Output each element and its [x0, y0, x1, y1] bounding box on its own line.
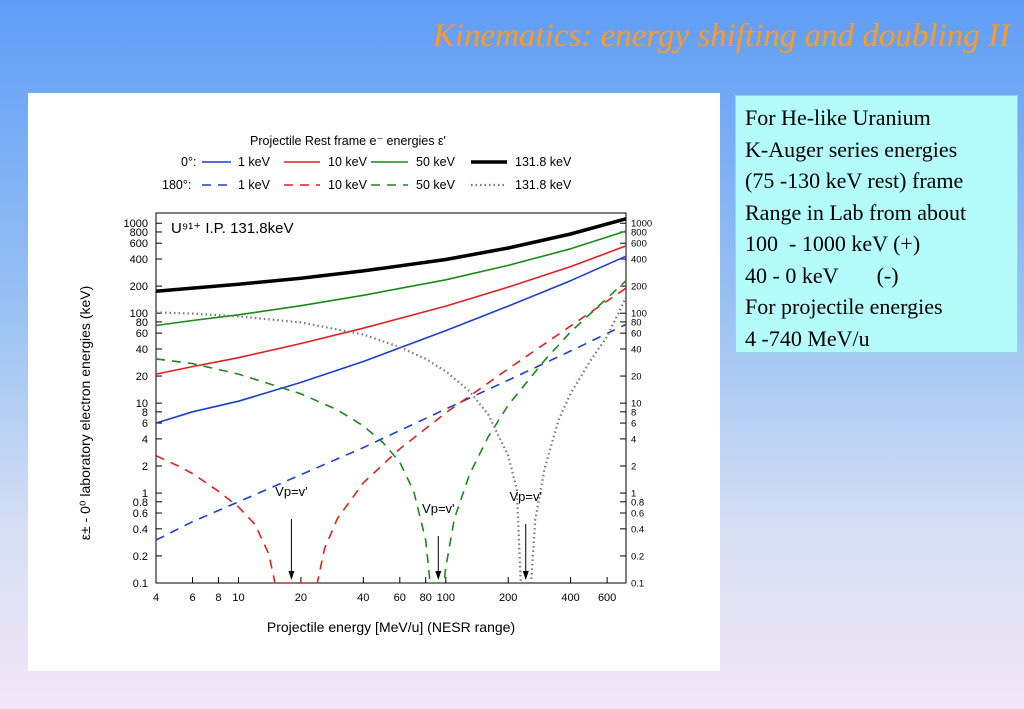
y-tick-label: 60 [136, 328, 148, 340]
info-line: 4 -740 MeV/u [745, 325, 870, 351]
y-tick-label: 4 [142, 434, 148, 446]
y-tick-label: 0.4 [133, 524, 148, 536]
y-tick-label-right: 8 [631, 407, 636, 418]
x-tick-label: 40 [357, 592, 369, 604]
legend-label: 10 keV [328, 178, 368, 192]
y-tick-label-right: 400 [631, 255, 647, 266]
y-tick-label: 20 [136, 371, 148, 383]
info-line: (75 -130 keV rest) frame [745, 168, 964, 193]
info-line: K-Auger series energies [745, 136, 958, 162]
y-tick-label-right: 0.8 [631, 497, 644, 508]
y-tick-label-right: 0.1 [631, 579, 644, 590]
y-tick-label-right: 60 [631, 329, 642, 340]
legend-label: 10 keV [328, 155, 368, 169]
x-tick-label: 6 [189, 592, 195, 604]
y-tick-label: 600 [130, 238, 148, 250]
axis-ticks: 0.1 0.10.2 0.20.4 0.40.6 0.60.8 0.81 12 24 46 68 8… [124, 218, 653, 604]
vp-marker-arrow-head [288, 571, 295, 580]
series-line-131-8-kev-180deg [155, 296, 627, 585]
legend-label: 1 keV [238, 155, 271, 169]
legend-label: 131.8 keV [515, 178, 572, 192]
y-tick-label-right: 0.2 [631, 551, 644, 562]
x-tick-label: 10 [232, 592, 244, 604]
y-tick-label-right: 800 [631, 227, 647, 238]
vp-marker-label: Vp=v' [422, 501, 454, 516]
chart-figure: Projectile Rest frame e⁻ energies ε' 0°:… [28, 93, 720, 671]
x-tick-label: 100 [437, 592, 455, 604]
y-tick-label: 0.2 [133, 551, 148, 563]
y-tick-label: 80 [136, 317, 148, 329]
y-tick-label-right: 2 [631, 461, 636, 472]
legend-label: 131.8 keV [515, 155, 572, 169]
x-tick-label: 200 [499, 592, 517, 604]
y-tick-label-right: 0.6 [631, 509, 644, 520]
slide-title: Kinematics: energy shifting and doubling… [432, 18, 1010, 54]
y-tick-label-right: 0.4 [631, 524, 644, 535]
chart-svg: Projectile Rest frame e⁻ energies ε' 0°:… [77, 134, 653, 635]
x-tick-label: 4 [153, 592, 159, 604]
x-tick-label: 80 [420, 592, 432, 604]
y-tick-label-right: 6 [631, 419, 636, 430]
y-tick-label-right: 100 [631, 309, 647, 320]
info-line: For He-like Uranium [745, 105, 931, 130]
y-tick-label: 8 [142, 407, 148, 419]
info-line: 100 - 1000 keV (+) [745, 231, 921, 256]
y-tick-label: 0.6 [133, 508, 148, 520]
legend-label: 50 keV [416, 178, 456, 192]
info-box: For He-like Uranium K-Auger series energ… [735, 95, 1018, 353]
y-tick-label: 0.8 [133, 497, 148, 509]
x-tick-label: 60 [394, 592, 406, 604]
x-axis-label: Projectile energy [MeV/u] (NESR range) [267, 619, 515, 635]
vp-marker-label: Vp=v' [509, 489, 541, 504]
legend-row-0-label: 0°: [181, 155, 196, 169]
x-tick-label: 8 [215, 592, 221, 604]
x-tick-label: 600 [598, 592, 616, 604]
y-tick-label: 6 [142, 418, 148, 430]
x-tick-label: 20 [295, 592, 307, 604]
series-layer [155, 217, 627, 585]
series-line-50-kev-0deg [155, 230, 627, 327]
legend-items: 1 keV 10 keV 50 keV 131.8 keV 1 keV 10 keV 50 … [202, 155, 572, 192]
y-tick-label: 10 [136, 398, 148, 410]
y-tick-label-right: 1 [631, 489, 636, 500]
y-tick-label: 100 [130, 308, 148, 320]
series-line-50-kev-180deg [155, 280, 627, 584]
legend-label: 1 keV [238, 178, 271, 192]
series-line-1-kev-0deg [155, 255, 627, 424]
series-line-10-kev-0deg [155, 245, 627, 375]
vp-marker-arrow-head [435, 571, 442, 580]
y-tick-label: 40 [136, 344, 148, 356]
y-tick-label: 800 [130, 227, 148, 239]
vp-marker-arrow-head [522, 571, 529, 580]
info-line: For projectile energies [745, 294, 943, 319]
y-tick-label: 200 [130, 281, 148, 293]
y-tick-label-right: 200 [631, 282, 647, 293]
y-tick-label: 2 [142, 461, 148, 473]
y-tick-label: 1000 [124, 218, 148, 230]
y-tick-label: 0.1 [133, 578, 148, 590]
chart-annotation: U⁹¹⁺ I.P. 131.8keV [171, 220, 293, 237]
legend-label: 50 keV [416, 155, 456, 169]
info-line: Range in Lab from about [745, 199, 967, 225]
y-tick-label: 400 [130, 254, 148, 266]
x-tick-label: 400 [561, 592, 579, 604]
y-tick-label-right: 20 [631, 372, 642, 383]
y-tick-label-right: 80 [631, 317, 642, 328]
series-line-1-kev-180deg [155, 323, 627, 541]
y-tick-label-right: 40 [631, 344, 642, 355]
plot-frame [155, 212, 627, 584]
series-line-131-8-kev-0deg [155, 217, 627, 294]
y-tick-label-right: 1000 [631, 219, 652, 230]
y-axis-label: ε± - 0⁰ laboratory electron energies (ke… [77, 286, 93, 541]
series-line-10-kev-180deg [155, 287, 627, 584]
y-tick-label: 1 [142, 488, 148, 500]
vp-markers: Vp=v' Vp=v' Vp=v' [275, 484, 542, 580]
vp-marker-label: Vp=v' [275, 484, 307, 499]
legend-title: Projectile Rest frame e⁻ energies ε' [250, 134, 446, 148]
y-tick-label-right: 4 [631, 434, 636, 445]
info-line: 40 - 0 keV (-) [745, 262, 899, 288]
legend-row-180-label: 180°: [162, 178, 191, 192]
y-tick-label-right: 600 [631, 239, 647, 250]
y-tick-label-right: 10 [631, 399, 642, 410]
